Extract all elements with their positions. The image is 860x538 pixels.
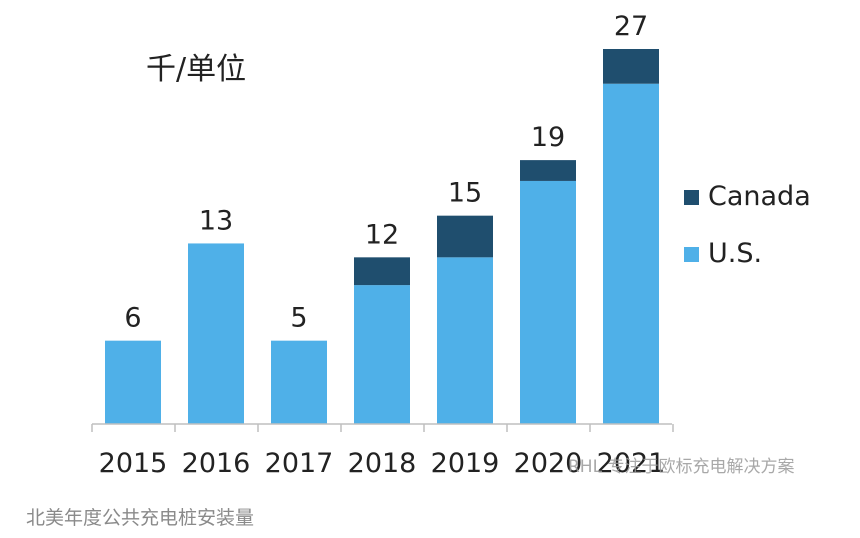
watermark: RHL 专注于欧标充电解决方案 bbox=[568, 457, 795, 477]
bar-us-2015 bbox=[105, 340, 161, 424]
legend: Canada U.S. bbox=[684, 181, 811, 269]
data-label-2017: 5 bbox=[290, 303, 307, 334]
legend-label-canada: Canada bbox=[708, 181, 811, 212]
bar-canada-2020 bbox=[520, 160, 576, 181]
data-label-2021: 27 bbox=[614, 11, 648, 42]
bar-canada-2021 bbox=[603, 49, 659, 84]
bar-canada-2018 bbox=[354, 257, 410, 286]
data-label-2019: 15 bbox=[448, 178, 482, 209]
x-tick-label-2020: 2020 bbox=[514, 448, 583, 479]
bar-canada-2019 bbox=[437, 215, 493, 258]
data-labels-group: 6 13 5 12 15 19 27 bbox=[124, 11, 648, 334]
bar-us-2019 bbox=[437, 257, 493, 424]
data-label-2020: 19 bbox=[531, 122, 565, 153]
x-tick-label-2017: 2017 bbox=[265, 448, 334, 479]
x-tick-label-2018: 2018 bbox=[348, 448, 417, 479]
x-tick-label-2019: 2019 bbox=[431, 448, 500, 479]
x-tick-label-2021: 2021 bbox=[597, 448, 666, 479]
bar-us-2017 bbox=[271, 340, 327, 424]
bar-us-2020 bbox=[520, 180, 576, 424]
bar-us-2016 bbox=[188, 243, 244, 424]
data-label-2018: 12 bbox=[365, 219, 399, 250]
bar-us-2018 bbox=[354, 285, 410, 424]
legend-swatch-canada bbox=[684, 190, 699, 205]
x-axis: 2015 2016 2017 2018 2019 2020 2021 bbox=[91, 423, 674, 479]
bars-group bbox=[105, 49, 659, 424]
x-tick-label-2015: 2015 bbox=[99, 448, 168, 479]
figure-caption: 北美年度公共充电桩安装量 bbox=[26, 507, 255, 529]
x-tick-label-2016: 2016 bbox=[182, 448, 251, 479]
legend-label-us: U.S. bbox=[708, 238, 762, 269]
legend-swatch-us bbox=[684, 247, 699, 262]
bar-us-2021 bbox=[603, 83, 659, 424]
chart-title: 千/单位 bbox=[146, 52, 246, 87]
data-label-2015: 6 bbox=[124, 303, 141, 334]
data-label-2016: 13 bbox=[199, 205, 233, 236]
